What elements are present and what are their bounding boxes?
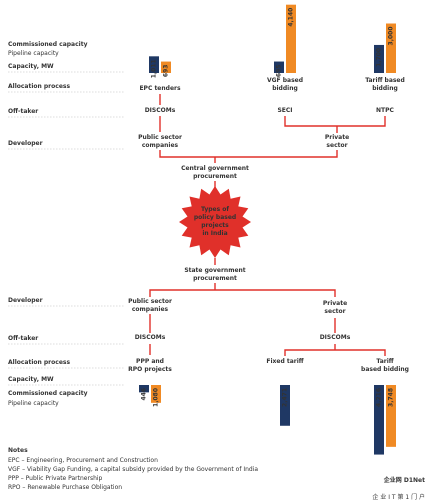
developer-label: companies [142,142,179,149]
note-item: RPO – Renewable Purchase Obligation [8,484,122,491]
row-label: Capacity, MW [8,63,54,70]
notes-title: Notes [8,447,28,454]
capacity-bar [161,61,171,73]
row-label: Capacity, MW [8,376,54,383]
capacity-bar [151,385,161,403]
developer-label: sector [326,142,347,149]
developer-label: Private [325,134,349,141]
bar-value-label: 693 [163,65,170,78]
offtaker-label: SECI [277,107,292,114]
watermark-brand: 企业网 D1Net [383,476,425,484]
connector [149,314,386,356]
legend-pipeline: Pipeline capacity [8,400,59,407]
bar-value-label: 4,216 [376,388,383,407]
developer-label: Public sector [128,298,172,305]
developer-label: sector [324,308,345,315]
capacity-bar [280,385,290,426]
bar-value-label: 2,471 [282,388,289,407]
allocation-label: bidding [272,85,298,92]
developer-label: Public sector [138,134,182,141]
connector [159,150,338,163]
allocation-label: RPO projects [128,366,172,373]
capacity-bar [139,385,149,393]
watermark-tagline: 企 业 I T 第 1 门 户 [372,493,425,501]
note-item: EPC – Engineering, Procurement and Const… [8,457,158,464]
bar-value-label: 446 [141,388,148,401]
capacity-bar [374,44,384,73]
row-label: Allocation process [8,359,70,366]
capacity-bar [374,385,384,455]
note-item: VGF – Viability Gap Funding, a capital s… [8,466,258,473]
bar-value-label: 3,748 [388,388,395,407]
bar-value-label: 3,000 [388,27,395,46]
row-label: Off-taker [8,335,38,342]
row-label: Developer [8,140,43,147]
offtaker-label: DISCOMs [135,334,166,341]
capacity-bar [386,23,396,73]
allocation-label: EPC tenders [139,85,181,92]
capacity-bar [149,56,159,73]
center-title: Types of [201,206,229,213]
allocation-label: PPP and [136,358,164,365]
allocation-label: Tariff [376,358,393,365]
allocation-label: bidding [372,85,398,92]
center-title: projects [201,222,229,229]
bar-value-label: 1,080 [153,388,160,407]
procurement-label: procurement [193,275,237,282]
connector [284,116,386,133]
capacity-bar [274,61,284,73]
bar-value-label: 1,700 [376,48,383,67]
bar-value-label: 1,011 [151,59,158,78]
bar-value-label: 4,140 [288,8,295,27]
allocation-label: Tariff based [365,77,405,84]
procurement-label: procurement [193,173,237,180]
connector [149,283,336,297]
procurement-label: State government [184,267,245,274]
allocation-label: based bidding [361,366,409,373]
star-badge [179,186,251,258]
developer-label: Private [323,300,347,307]
offtaker-label: DISCOMs [145,107,176,114]
allocation-label: VGF based [267,77,303,84]
capacity-bar [386,385,396,447]
center-title: policy based [194,214,236,221]
developer-label: companies [132,306,169,313]
offtaker-label: DISCOMs [320,334,351,341]
legend-pipeline: Pipeline capacity [8,50,59,57]
note-item: PPP – Public Private Partnership [8,475,103,482]
legend-commissioned: Commissioned capacity [8,41,88,48]
procurement-label: Central government [181,165,249,172]
row-label: Developer [8,297,43,304]
offtaker-label: NTPC [376,107,395,114]
row-label: Off-taker [8,108,38,115]
legend-commissioned: Commissioned capacity [8,390,88,397]
allocation-label: Fixed tariff [266,358,303,365]
center-title: in India [202,230,227,237]
row-label: Allocation process [8,83,70,90]
bar-value-label: 695 [276,65,283,78]
capacity-bar [286,4,296,73]
